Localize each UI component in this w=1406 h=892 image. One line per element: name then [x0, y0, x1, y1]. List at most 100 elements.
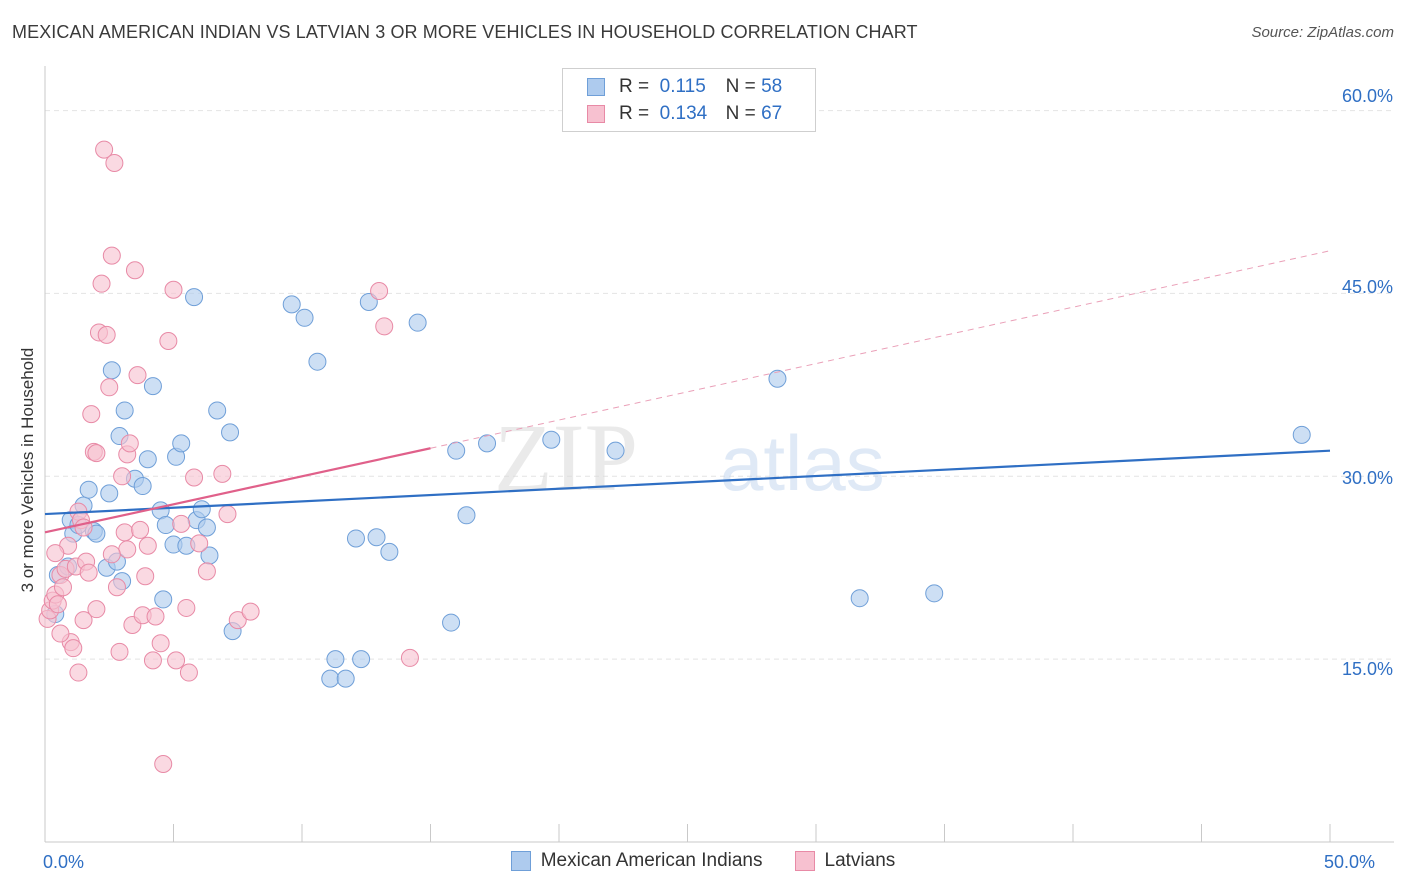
data-point: [228, 611, 247, 630]
data-point: [79, 563, 98, 582]
y-axis-label: 3 or more Vehicles in Household: [18, 347, 37, 593]
data-point: [370, 281, 389, 300]
data-point: [478, 434, 497, 453]
data-point: [185, 288, 204, 307]
data-point: [156, 516, 175, 535]
data-point: [179, 663, 198, 682]
legend-item-latvians: Latvians: [794, 850, 896, 872]
data-point: [172, 434, 191, 453]
legend-r-label: R =: [619, 76, 650, 97]
y-tick-label-30: 30.0%: [1341, 468, 1393, 488]
source-label: Source: ZipAtlas.com: [1251, 24, 1394, 41]
data-point: [120, 434, 139, 453]
legend-swatch-pink: [794, 851, 815, 871]
data-point: [113, 467, 132, 486]
data-point: [400, 648, 419, 667]
data-point: [447, 441, 466, 460]
legend-series-name: Mexican American Indians: [540, 850, 763, 871]
data-point: [64, 639, 83, 658]
data-point: [74, 611, 93, 630]
legend-n-value: 67: [761, 103, 783, 124]
data-point: [295, 308, 314, 327]
axes: [44, 66, 1394, 843]
data-point: [115, 523, 134, 542]
data-point: [82, 405, 101, 424]
data-point: [128, 366, 147, 385]
data-point: [192, 500, 211, 519]
data-point: [380, 542, 399, 561]
legend-swatch-blue: [587, 78, 605, 96]
data-point: [326, 650, 345, 669]
data-point: [69, 663, 88, 682]
watermark: ZIP atlas: [494, 404, 885, 511]
data-point: [359, 292, 378, 311]
data-point: [102, 361, 121, 380]
y-tick-label-15: 15.0%: [1341, 659, 1393, 679]
data-point: [136, 567, 155, 586]
data-point: [606, 441, 625, 460]
chart-title: MEXICAN AMERICAN INDIAN VS LATVIAN 3 OR …: [12, 22, 918, 42]
data-point: [115, 401, 134, 420]
data-point: [241, 602, 260, 621]
data-point: [375, 317, 394, 336]
data-point: [197, 562, 216, 581]
data-point: [208, 401, 227, 420]
data-point: [46, 544, 65, 563]
trend-line: [44, 447, 431, 534]
data-point: [138, 450, 157, 469]
series-latvians: [38, 140, 419, 773]
data-point: [352, 650, 371, 669]
data-point: [346, 529, 365, 548]
legend-row-mexican-american-indians: R = 0.115 N = 58: [587, 74, 782, 100]
data-point: [336, 669, 355, 688]
data-point: [167, 651, 186, 670]
data-point: [143, 377, 162, 396]
data-point: [125, 261, 144, 280]
data-point: [118, 540, 137, 559]
y-tick-label-45: 45.0%: [1341, 277, 1393, 297]
data-point: [151, 634, 170, 653]
data-point: [79, 480, 98, 499]
legend-r-value: 0.115: [659, 76, 706, 97]
data-point: [110, 642, 129, 661]
trend-line: [44, 449, 1331, 516]
data-point: [95, 140, 114, 159]
legend-n-label: N =: [725, 76, 756, 97]
watermark-atlas: atlas: [720, 419, 885, 507]
legend-series-name: Latvians: [824, 850, 896, 871]
data-point: [143, 651, 162, 670]
data-point: [197, 518, 216, 537]
data-point: [53, 578, 72, 597]
legend-swatch-pink: [587, 105, 605, 123]
data-point: [100, 378, 119, 397]
data-point: [768, 369, 787, 388]
data-point: [138, 536, 157, 555]
data-point: [51, 624, 70, 643]
data-point: [1292, 425, 1311, 444]
data-point: [218, 505, 237, 524]
data-point: [92, 274, 111, 293]
data-point: [408, 313, 427, 332]
data-point: [107, 578, 126, 597]
x-tick-label-min: 0.0%: [43, 852, 85, 872]
data-point: [102, 545, 121, 564]
data-point: [105, 153, 124, 172]
gridlines: [45, 110, 1394, 660]
legend-item-mexican-american-indians: Mexican American Indians: [510, 850, 763, 872]
data-point: [154, 590, 173, 609]
data-point: [282, 295, 301, 314]
data-point: [146, 607, 165, 626]
series-legend: Mexican American Indians Latvians: [0, 850, 1406, 872]
data-point: [133, 477, 152, 496]
trend-lines: [44, 250, 1331, 534]
data-point: [131, 520, 150, 539]
data-point: [221, 423, 240, 442]
x-tick-label-max: 50.0%: [1324, 852, 1376, 872]
legend-swatch-blue: [510, 851, 531, 871]
data-point: [185, 468, 204, 487]
data-point: [100, 484, 119, 503]
data-point: [102, 246, 121, 265]
data-point: [154, 754, 173, 773]
data-point: [542, 430, 561, 449]
